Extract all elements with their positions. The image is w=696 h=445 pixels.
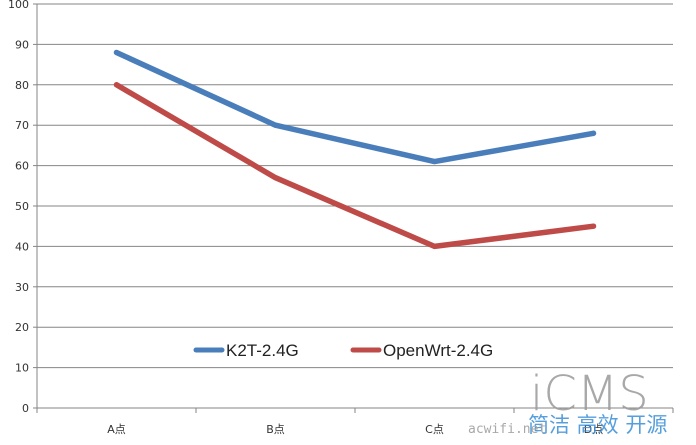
series-0-point xyxy=(432,159,437,165)
series-0-point xyxy=(591,130,596,136)
x-axis: A点 B点 C点 D点 xyxy=(36,407,674,436)
grid-lines xyxy=(37,3,673,369)
series-line-0 xyxy=(113,49,597,165)
x-tick-label: C点 xyxy=(425,423,444,436)
y-tick-label: 0 xyxy=(22,402,29,415)
series-line-1 xyxy=(113,82,597,250)
y-tick-label: 70 xyxy=(15,119,29,132)
y-tick-label: 50 xyxy=(15,200,29,213)
y-tick-label: 30 xyxy=(15,281,29,294)
x-tick-label: D点 xyxy=(584,423,603,436)
series-1-point xyxy=(432,243,437,249)
legend-label-openwrt: OpenWrt-2.4G xyxy=(383,341,493,360)
series-0-point xyxy=(273,122,278,128)
legend-label-k2t: K2T-2.4G xyxy=(226,341,299,360)
y-tick-label: 60 xyxy=(15,160,29,173)
series-1-point xyxy=(273,175,278,181)
legend-item-openwrt: OpenWrt-2.4G xyxy=(350,341,493,360)
series-0-point xyxy=(114,49,119,55)
y-tick-label: 80 xyxy=(15,79,29,92)
watermark: iCMS 简洁 高效 开源 acwifi.net xyxy=(468,366,667,437)
y-tick-label: 40 xyxy=(15,240,29,253)
watermark-slogan: 简洁 高效 开源 xyxy=(528,413,667,437)
x-tick-label: A点 xyxy=(107,423,126,436)
watermark-url: acwifi.net xyxy=(468,422,546,437)
y-tick-label: 100 xyxy=(8,0,29,11)
y-tick-label: 10 xyxy=(15,362,29,375)
watermark-brand: iCMS xyxy=(530,366,649,422)
series-1-point xyxy=(591,223,596,229)
series-lines xyxy=(113,49,597,250)
series-1-point xyxy=(114,82,119,88)
x-tick-label: B点 xyxy=(266,423,285,436)
legend: K2T-2.4G OpenWrt-2.4G xyxy=(193,341,493,360)
y-tick-label: 20 xyxy=(15,321,29,334)
y-tick-label: 90 xyxy=(15,38,29,51)
y-axis: 0 10 20 30 40 50 60 70 80 90 100 xyxy=(8,0,38,415)
legend-item-k2t: K2T-2.4G xyxy=(193,341,299,360)
